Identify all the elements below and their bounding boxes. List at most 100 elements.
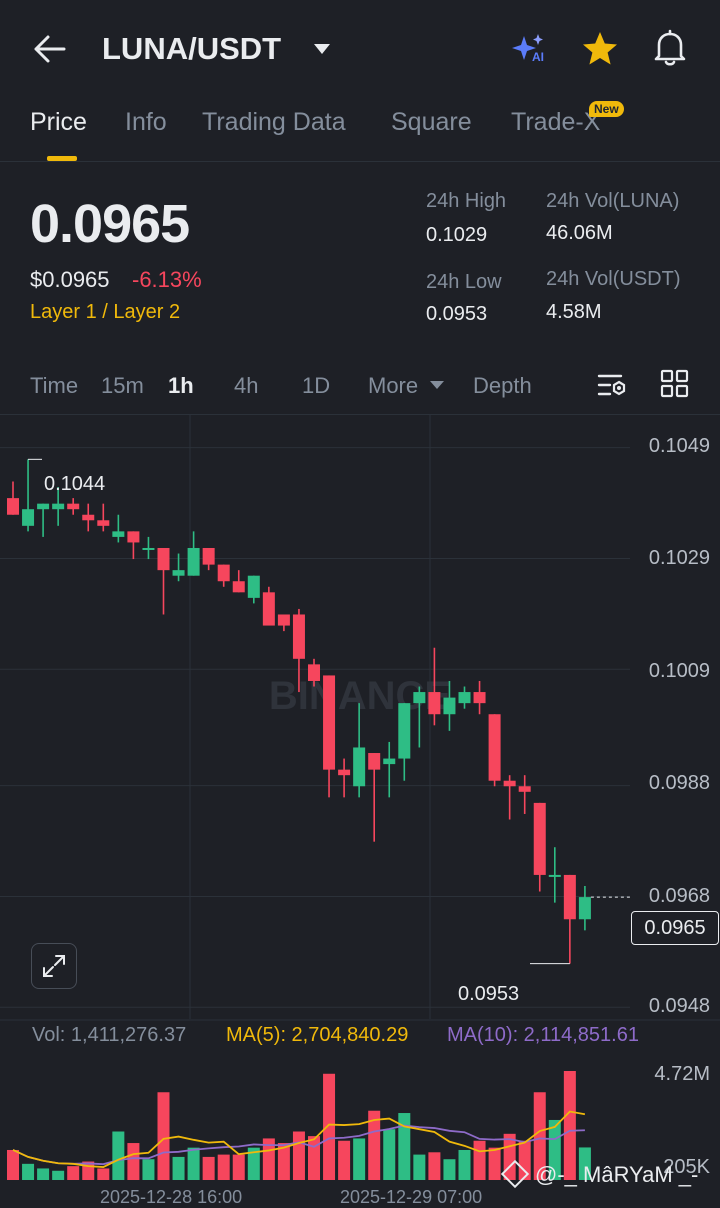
tab-trading-data[interactable]: Trading Data xyxy=(202,108,346,136)
volume-bar xyxy=(217,1154,230,1180)
ai-sparkle-icon[interactable]: AI xyxy=(510,30,550,70)
price-axis-label: 0.0948 xyxy=(648,995,710,1017)
volume-bar xyxy=(398,1113,411,1180)
last-price: 0.0965 xyxy=(30,194,190,254)
candle-body xyxy=(368,753,381,770)
expand-icon xyxy=(43,955,65,977)
new-badge: New xyxy=(589,101,624,117)
candle-body xyxy=(37,503,50,510)
current-price-tag: 0.0965 xyxy=(631,911,719,945)
volume-bar xyxy=(232,1154,245,1180)
candle-body xyxy=(247,575,260,598)
change-percent: -6.13% xyxy=(132,267,202,292)
ma5-line xyxy=(12,1110,586,1168)
vol-base-label: 24h Vol(LUNA) xyxy=(546,190,680,212)
grid-layout-icon[interactable] xyxy=(660,369,690,399)
candle-body xyxy=(323,675,336,770)
volume-bar xyxy=(443,1159,456,1180)
tab-active-indicator xyxy=(47,156,77,161)
bell-icon[interactable] xyxy=(651,28,689,68)
candlestick-chart[interactable]: BINANCE xyxy=(0,415,720,1203)
star-icon[interactable] xyxy=(581,30,619,68)
tab-square[interactable]: Square xyxy=(391,108,472,136)
volume-bar xyxy=(413,1154,426,1180)
volume-bar xyxy=(428,1152,441,1180)
volume-axis-top: 4.72M xyxy=(654,1063,710,1085)
candle-body xyxy=(277,614,290,626)
volume-bar xyxy=(202,1156,215,1180)
price-axis-label: 0.1009 xyxy=(648,660,710,682)
candle-body xyxy=(82,514,95,521)
low-marker-label: 0.0953 xyxy=(458,983,520,1005)
volume-bar xyxy=(262,1138,275,1180)
volume-bar xyxy=(338,1140,351,1180)
tf-time[interactable]: Time xyxy=(30,373,79,398)
date-label: 2025-12-29 07:00 xyxy=(340,1187,483,1207)
volume-bar xyxy=(127,1143,140,1180)
tf-more[interactable]: More xyxy=(368,373,419,398)
candle-body xyxy=(127,531,140,543)
candle-body xyxy=(97,520,110,526)
volume-bar xyxy=(353,1138,366,1180)
tf-1d[interactable]: 1D xyxy=(302,373,331,398)
tab-price[interactable]: Price xyxy=(30,108,87,136)
candle-body xyxy=(7,498,19,515)
volume-bar xyxy=(292,1131,305,1180)
volume-bar xyxy=(578,1147,591,1180)
more-caret-icon[interactable] xyxy=(429,379,445,391)
candle-body xyxy=(488,714,501,781)
volume-bar xyxy=(52,1170,65,1180)
watermark-text: @-_ MâRYaM _- xyxy=(535,1162,699,1187)
vol-base-value: 46.06M xyxy=(546,222,613,244)
vol-quote-label: 24h Vol(USDT) xyxy=(546,268,681,290)
pair-title[interactable]: LUNA/USDT xyxy=(102,31,282,66)
candle-body xyxy=(52,503,65,510)
volume-axis-bottom: 205K xyxy=(663,1156,710,1178)
price-axis-label: 0.0968 xyxy=(648,885,710,907)
candle-body xyxy=(518,786,531,792)
tab-trade-x[interactable]: Trade-X xyxy=(511,108,601,136)
volume-bar xyxy=(37,1168,50,1180)
candle-body xyxy=(473,692,486,704)
candle-body xyxy=(187,547,200,576)
volume-bar xyxy=(112,1131,125,1180)
category-tag[interactable]: Layer 1 / Layer 2 xyxy=(30,301,181,323)
candle-body xyxy=(338,769,351,776)
candle-body xyxy=(503,780,516,787)
volume-bar xyxy=(157,1092,170,1180)
low-label: 24h Low xyxy=(426,271,502,293)
tf-15m[interactable]: 15m xyxy=(101,373,144,398)
volume-bar xyxy=(7,1149,19,1180)
high-value: 0.1029 xyxy=(426,224,488,246)
ma10-label: MA(10): 2,114,851.61 xyxy=(447,1024,639,1046)
back-arrow-icon[interactable] xyxy=(32,33,66,65)
tf-depth[interactable]: Depth xyxy=(473,373,532,398)
user-watermark: @-_ MâRYaM _- xyxy=(500,1159,699,1189)
volume-bar xyxy=(247,1147,260,1180)
volume-bar xyxy=(368,1110,381,1180)
ma5-label: MA(5): 2,704,840.29 xyxy=(226,1024,409,1046)
volume-bar xyxy=(22,1163,35,1180)
tab-info[interactable]: Info xyxy=(125,108,167,136)
tabs-divider xyxy=(0,161,720,162)
tf-1h[interactable]: 1h xyxy=(168,373,194,398)
high-marker-label: 0.1044 xyxy=(44,473,106,495)
expand-chart-button[interactable] xyxy=(31,943,77,989)
candle-body xyxy=(398,703,411,759)
tf-4h[interactable]: 4h xyxy=(234,373,259,398)
volume-bar xyxy=(473,1140,486,1180)
volume-bar xyxy=(518,1140,531,1180)
candle-body xyxy=(548,874,561,877)
candle-body xyxy=(292,614,305,659)
candle-body xyxy=(563,874,576,920)
candle-body xyxy=(157,547,170,571)
volume-label: Vol: 1,411,276.37 xyxy=(32,1024,187,1046)
candle-body xyxy=(533,802,546,875)
dropdown-caret-icon[interactable] xyxy=(312,42,332,56)
chart-settings-icon[interactable] xyxy=(596,369,628,401)
volume-bar xyxy=(548,1119,561,1180)
volume-bar xyxy=(142,1159,155,1180)
volume-bar xyxy=(323,1073,336,1180)
watermark-logo-icon xyxy=(500,1159,530,1189)
volume-bar xyxy=(458,1149,471,1180)
